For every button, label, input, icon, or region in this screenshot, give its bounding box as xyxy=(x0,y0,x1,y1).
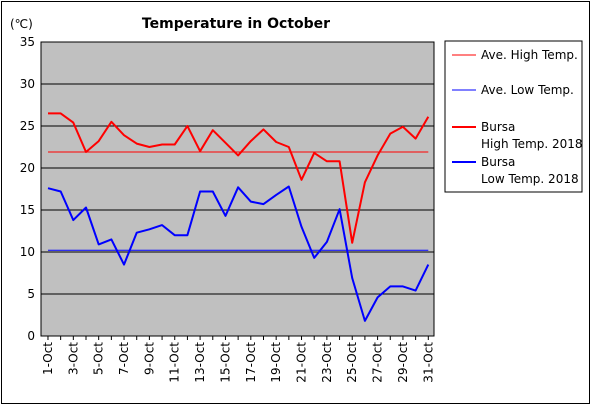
legend-label-3: Bursa xyxy=(481,155,515,169)
legend-label-3: Low Temp. 2018 xyxy=(481,172,579,186)
y-unit-label: (℃) xyxy=(10,17,33,31)
x-tick-label: 19-Oct xyxy=(269,342,283,383)
x-tick-label: 29-Oct xyxy=(396,342,410,383)
y-tick-label: 0 xyxy=(27,329,35,343)
x-tick-label: 5-Oct xyxy=(92,342,106,375)
x-tick-label: 3-Oct xyxy=(66,342,80,375)
series-lines xyxy=(47,112,430,322)
x-tick-label: 7-Oct xyxy=(117,342,131,375)
x-tick-label: 1-Oct xyxy=(41,342,55,375)
legend-label-2: Bursa xyxy=(481,120,515,134)
x-tick-label: 15-Oct xyxy=(218,342,232,383)
y-tick-label: 25 xyxy=(20,119,35,133)
series-line-3 xyxy=(47,185,430,322)
legend: Ave. High Temp. Ave. Low Temp. Bursa High T… xyxy=(452,48,583,186)
series-line-2 xyxy=(48,112,430,244)
y-tick-label: 35 xyxy=(20,35,35,49)
y-tick-label: 5 xyxy=(27,287,35,301)
legend-box xyxy=(444,40,583,193)
chart-title: Temperature in October xyxy=(142,16,330,32)
legend-label-2: High Temp. 2018 xyxy=(481,137,583,151)
x-tick-label: 25-Oct xyxy=(345,342,359,383)
y-tick-label: 10 xyxy=(20,245,35,259)
y-tick-labels: 0 5 10 15 20 25 30 35 xyxy=(20,35,35,343)
x-tick-label: 23-Oct xyxy=(320,342,334,383)
legend-label-1: Ave. Low Temp. xyxy=(481,83,574,97)
y-tick-label: 20 xyxy=(20,161,35,175)
x-tick-label: 21-Oct xyxy=(295,342,309,383)
x-tick-labels: 1-Oct 3-Oct 5-Oct 7-Oct 9-Oct 11-Oct 13-Oct 15-… xyxy=(41,336,435,383)
x-tick-label: 27-Oct xyxy=(371,342,385,383)
gridlines xyxy=(41,83,434,295)
x-tick-label: 11-Oct xyxy=(168,342,182,383)
y-tick-label: 15 xyxy=(20,203,35,217)
x-tick-label: 13-Oct xyxy=(193,342,207,383)
x-tick-label: 9-Oct xyxy=(142,342,156,375)
x-tick-label: 17-Oct xyxy=(244,342,258,383)
y-tick-label: 30 xyxy=(20,77,35,91)
plot-area xyxy=(40,41,435,337)
x-tick-label: 31-Oct xyxy=(421,342,435,383)
legend-label-0: Ave. High Temp. xyxy=(481,48,578,62)
